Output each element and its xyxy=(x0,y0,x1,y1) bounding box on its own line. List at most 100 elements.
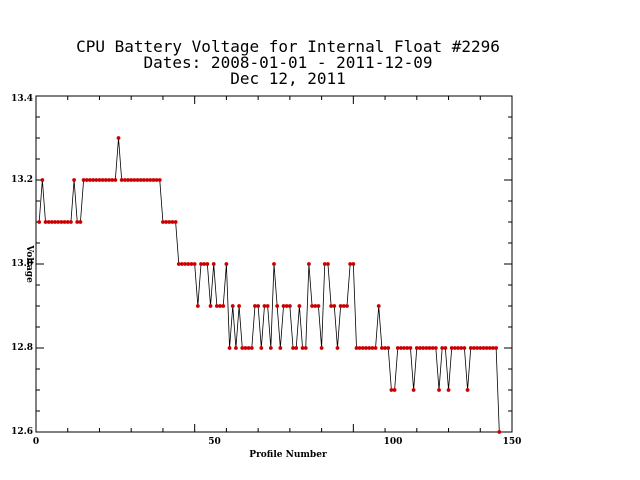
data-point xyxy=(249,346,254,350)
data-point xyxy=(487,346,492,350)
data-point xyxy=(459,346,464,350)
data-point xyxy=(307,262,311,266)
data-point xyxy=(129,178,134,182)
title-line-2: Dates: 2008-01-01 - 2011-12-09 xyxy=(144,53,433,72)
data-point xyxy=(91,178,96,182)
data-point xyxy=(316,304,321,308)
data-point xyxy=(408,346,413,350)
x-tick-label: 150 xyxy=(503,437,522,447)
data-point xyxy=(329,304,334,308)
data-point xyxy=(395,346,400,350)
data-point xyxy=(322,262,327,266)
data-point xyxy=(430,346,435,350)
data-point xyxy=(192,262,197,266)
y-tick-label: 12.6 xyxy=(11,427,33,437)
data-point xyxy=(383,346,387,350)
data-point xyxy=(138,178,143,182)
data-point xyxy=(167,220,172,224)
data-point xyxy=(424,346,429,350)
data-point xyxy=(319,346,324,350)
data-point xyxy=(478,346,483,350)
data-point xyxy=(53,220,57,224)
data-point xyxy=(211,262,216,266)
data-point xyxy=(81,178,86,182)
data-point xyxy=(170,220,175,224)
data-point xyxy=(56,220,61,224)
data-point xyxy=(268,346,273,350)
data-point xyxy=(40,178,45,182)
data-point xyxy=(310,304,314,308)
data-point xyxy=(237,304,241,308)
data-point xyxy=(421,346,426,350)
data-point xyxy=(376,304,381,308)
data-point xyxy=(284,304,289,308)
data-point xyxy=(107,178,111,182)
data-point xyxy=(141,178,146,182)
data-point xyxy=(443,346,448,350)
data-point xyxy=(122,178,127,182)
title-line-3: Dec 12, 2011 xyxy=(230,69,346,88)
data-point xyxy=(224,262,229,266)
x-tick-labels: 0 50 100 150 xyxy=(33,437,522,447)
data-point xyxy=(370,346,375,350)
data-point xyxy=(49,220,54,224)
data-point xyxy=(97,178,102,182)
data-point xyxy=(183,262,188,266)
data-point xyxy=(348,262,353,266)
data-point xyxy=(278,346,283,350)
x-axis-label: Profile Number xyxy=(249,450,327,460)
data-point xyxy=(259,346,264,350)
data-point xyxy=(157,178,162,182)
data-point xyxy=(414,346,419,350)
y-axis-label: Voltage xyxy=(24,244,34,283)
data-point xyxy=(354,346,359,350)
data-point xyxy=(449,346,454,350)
data-point xyxy=(132,178,137,182)
data-point xyxy=(110,178,115,182)
data-point xyxy=(335,346,340,350)
data-point xyxy=(256,304,261,308)
data-point xyxy=(221,304,226,308)
data-point xyxy=(205,262,210,266)
data-point xyxy=(84,178,89,182)
title-line-1: CPU Battery Voltage for Internal Float #… xyxy=(76,37,500,56)
data-point xyxy=(326,262,330,266)
data-point xyxy=(389,388,394,392)
data-point xyxy=(465,388,470,392)
data-point xyxy=(300,346,305,350)
data-point xyxy=(484,346,489,350)
data-point xyxy=(281,304,286,308)
data-point xyxy=(88,178,92,182)
y-tick-label: 13.4 xyxy=(11,94,33,104)
data-point xyxy=(262,304,267,308)
data-point xyxy=(272,262,276,266)
data-point xyxy=(433,346,438,350)
data-point xyxy=(297,304,302,308)
data-point xyxy=(43,220,48,224)
data-point xyxy=(189,262,194,266)
data-point xyxy=(351,262,356,266)
data-point xyxy=(164,220,169,224)
data-point xyxy=(494,346,499,350)
data-point xyxy=(360,346,365,350)
data-point xyxy=(65,220,70,224)
data-point xyxy=(491,346,495,350)
data-point xyxy=(303,346,308,350)
data-point xyxy=(69,220,73,224)
data-point xyxy=(148,178,153,182)
data-point xyxy=(399,346,403,350)
data-point xyxy=(402,346,407,350)
y-tick-label: 13.2 xyxy=(11,175,33,185)
data-point xyxy=(126,178,130,182)
data-point xyxy=(345,304,349,308)
data-point xyxy=(275,304,280,308)
data-point xyxy=(240,346,245,350)
data-point xyxy=(78,220,83,224)
data-point xyxy=(195,304,200,308)
data-point xyxy=(100,178,105,182)
data-point xyxy=(411,388,416,392)
data-point xyxy=(119,178,124,182)
x-tick-label: 100 xyxy=(384,437,403,447)
data-point xyxy=(364,346,368,350)
